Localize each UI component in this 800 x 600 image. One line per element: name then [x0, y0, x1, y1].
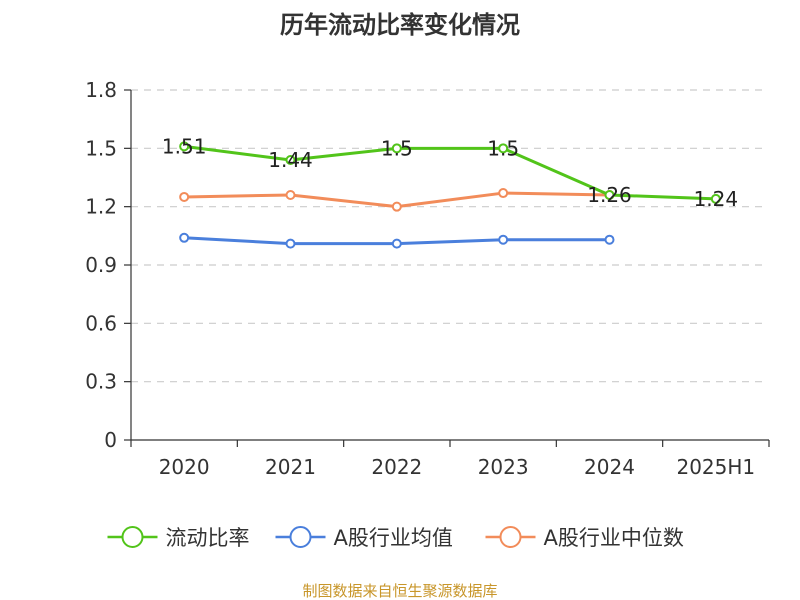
data-point: [179, 141, 190, 152]
data-point: [285, 155, 296, 165]
data-label: 1.5: [487, 136, 519, 160]
data-point: [391, 238, 402, 249]
data-point: [604, 190, 615, 200]
data-point: [498, 143, 509, 154]
legend-label: A股行业中位数: [544, 526, 684, 550]
data-label: 1.51: [162, 134, 207, 158]
series-line-0: [183, 144, 716, 201]
y-tick-label: 1.5: [85, 136, 117, 160]
y-tick-label: 0.3: [85, 370, 117, 394]
y-tick-label: 1.8: [85, 78, 117, 102]
y-tick-label: 0.6: [85, 311, 117, 335]
x-tick-label: 2024: [584, 455, 635, 479]
legend[interactable]: 流动比率 A股行业均值 A股行业中位数: [107, 526, 684, 550]
data-label: 1.24: [694, 187, 739, 211]
y-tick-label: 0: [104, 428, 117, 452]
grid-lines: [131, 89, 763, 383]
legend-marker: [121, 526, 144, 548]
y-tick-label: 0.9: [85, 253, 117, 277]
data-point: [498, 188, 509, 199]
data-point: [391, 201, 402, 212]
data-point: [179, 232, 190, 243]
x-tick-label: 2021: [265, 455, 316, 479]
data-point: [285, 238, 296, 249]
x-tick-label: 2020: [159, 455, 210, 479]
legend-marker: [289, 526, 312, 548]
data-point: [498, 234, 509, 245]
chart-title: 历年流动比率变化情况: [280, 11, 520, 39]
legend-item[interactable]: A股行业均值: [275, 526, 453, 550]
legend-label: A股行业均值: [334, 526, 453, 550]
data-point: [391, 143, 402, 154]
y-tick-label: 1.2: [85, 195, 117, 219]
data-labels: 1.51 1.44 1.5 1.5 1.26 1.24: [162, 134, 738, 211]
data-point: [179, 191, 190, 202]
data-label: 1.26: [587, 183, 632, 207]
data-point: [710, 193, 721, 204]
legend-item[interactable]: A股行业中位数: [485, 526, 684, 550]
x-tick-label: 2023: [478, 455, 529, 479]
data-point: [285, 190, 296, 200]
source-note: 制图数据来自恒生聚源数据库: [302, 582, 497, 600]
series-lines: [179, 141, 721, 249]
legend-item[interactable]: 流动比率: [107, 526, 250, 550]
data-point: [604, 234, 615, 245]
axes: 0 0.3 0.6 0.9 1.2 1.5 1.8 2020 2021 2022 2023 2024 2…: [85, 78, 770, 479]
x-tick-label: 2025H1: [676, 455, 755, 479]
legend-label: 流动比率: [166, 526, 250, 550]
x-tick-label: 2022: [371, 455, 422, 479]
legend-marker: [499, 526, 522, 548]
data-label: 1.5: [381, 136, 413, 160]
data-label: 1.44: [268, 148, 313, 172]
